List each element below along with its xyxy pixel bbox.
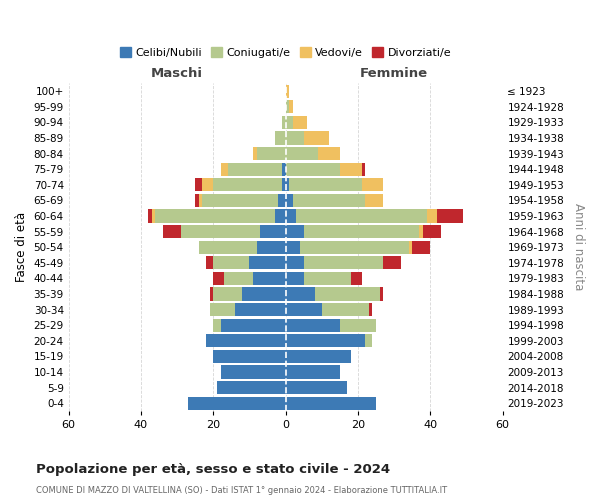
Bar <box>221 162 228 176</box>
Bar <box>213 350 286 363</box>
Bar <box>318 147 340 160</box>
Bar <box>253 272 286 285</box>
Bar <box>304 256 383 270</box>
Bar <box>286 210 296 222</box>
Bar <box>427 210 437 222</box>
Bar <box>286 100 289 114</box>
Bar <box>289 178 362 192</box>
Bar <box>213 272 224 285</box>
Bar <box>314 288 380 300</box>
Bar <box>412 240 430 254</box>
Bar <box>282 162 286 176</box>
Bar <box>286 194 293 207</box>
Bar <box>253 147 257 160</box>
Bar <box>286 318 340 332</box>
Text: COMUNE DI MAZZO DI VALTELLINA (SO) - Dati ISTAT 1° gennaio 2024 - Elaborazione T: COMUNE DI MAZZO DI VALTELLINA (SO) - Dat… <box>36 486 447 495</box>
Bar <box>419 225 423 238</box>
Bar <box>155 210 275 222</box>
Bar <box>275 210 286 222</box>
Bar <box>300 240 409 254</box>
Bar <box>286 272 304 285</box>
Bar <box>209 288 213 300</box>
Bar <box>228 162 282 176</box>
Bar <box>152 210 155 222</box>
Bar <box>217 381 286 394</box>
Bar <box>188 396 286 410</box>
Bar <box>286 162 340 176</box>
Bar <box>409 240 412 254</box>
Bar <box>304 132 329 144</box>
Bar <box>224 272 253 285</box>
Bar <box>340 318 376 332</box>
Bar <box>296 210 427 222</box>
Bar <box>221 366 286 378</box>
Bar <box>289 100 293 114</box>
Bar <box>286 288 314 300</box>
Text: Femmine: Femmine <box>360 67 428 80</box>
Text: Popolazione per età, sesso e stato civile - 2024: Popolazione per età, sesso e stato civil… <box>36 462 390 475</box>
Bar <box>365 194 383 207</box>
Bar <box>148 210 152 222</box>
Bar <box>304 272 350 285</box>
Bar <box>206 256 213 270</box>
Bar <box>286 350 350 363</box>
Bar <box>286 178 289 192</box>
Bar <box>304 225 419 238</box>
Bar <box>199 240 257 254</box>
Bar <box>235 303 286 316</box>
Y-axis label: Fasce di età: Fasce di età <box>15 212 28 282</box>
Bar <box>322 303 369 316</box>
Bar <box>437 210 463 222</box>
Bar <box>286 225 304 238</box>
Bar <box>213 318 221 332</box>
Bar <box>242 288 286 300</box>
Bar <box>286 147 318 160</box>
Bar <box>286 132 304 144</box>
Bar <box>206 334 286 347</box>
Bar <box>282 178 286 192</box>
Bar <box>278 194 286 207</box>
Bar <box>365 334 373 347</box>
Bar <box>181 225 260 238</box>
Bar <box>286 84 289 98</box>
Legend: Celibi/Nubili, Coniugati/e, Vedovi/e, Divorziati/e: Celibi/Nubili, Coniugati/e, Vedovi/e, Di… <box>116 43 455 62</box>
Bar <box>250 256 286 270</box>
Bar <box>286 240 300 254</box>
Bar <box>195 194 199 207</box>
Bar <box>293 116 307 129</box>
Bar <box>163 225 181 238</box>
Bar <box>380 288 383 300</box>
Bar <box>286 334 365 347</box>
Bar <box>260 225 286 238</box>
Bar <box>275 132 286 144</box>
Bar <box>293 194 365 207</box>
Bar <box>362 178 383 192</box>
Bar <box>195 178 202 192</box>
Bar <box>286 366 340 378</box>
Bar <box>350 272 362 285</box>
Bar <box>423 225 441 238</box>
Bar <box>362 162 365 176</box>
Bar <box>202 194 278 207</box>
Bar <box>286 256 304 270</box>
Bar <box>286 381 347 394</box>
Bar <box>199 194 202 207</box>
Bar <box>202 178 213 192</box>
Bar <box>257 147 286 160</box>
Text: Maschi: Maschi <box>151 67 203 80</box>
Bar <box>213 178 282 192</box>
Bar <box>340 162 362 176</box>
Bar <box>286 303 322 316</box>
Bar <box>369 303 373 316</box>
Bar <box>213 256 250 270</box>
Bar <box>213 288 242 300</box>
Bar <box>257 240 286 254</box>
Bar <box>286 396 376 410</box>
Bar <box>282 116 286 129</box>
Bar <box>221 318 286 332</box>
Bar <box>286 116 293 129</box>
Y-axis label: Anni di nascita: Anni di nascita <box>572 204 585 291</box>
Bar <box>383 256 401 270</box>
Bar <box>209 303 235 316</box>
